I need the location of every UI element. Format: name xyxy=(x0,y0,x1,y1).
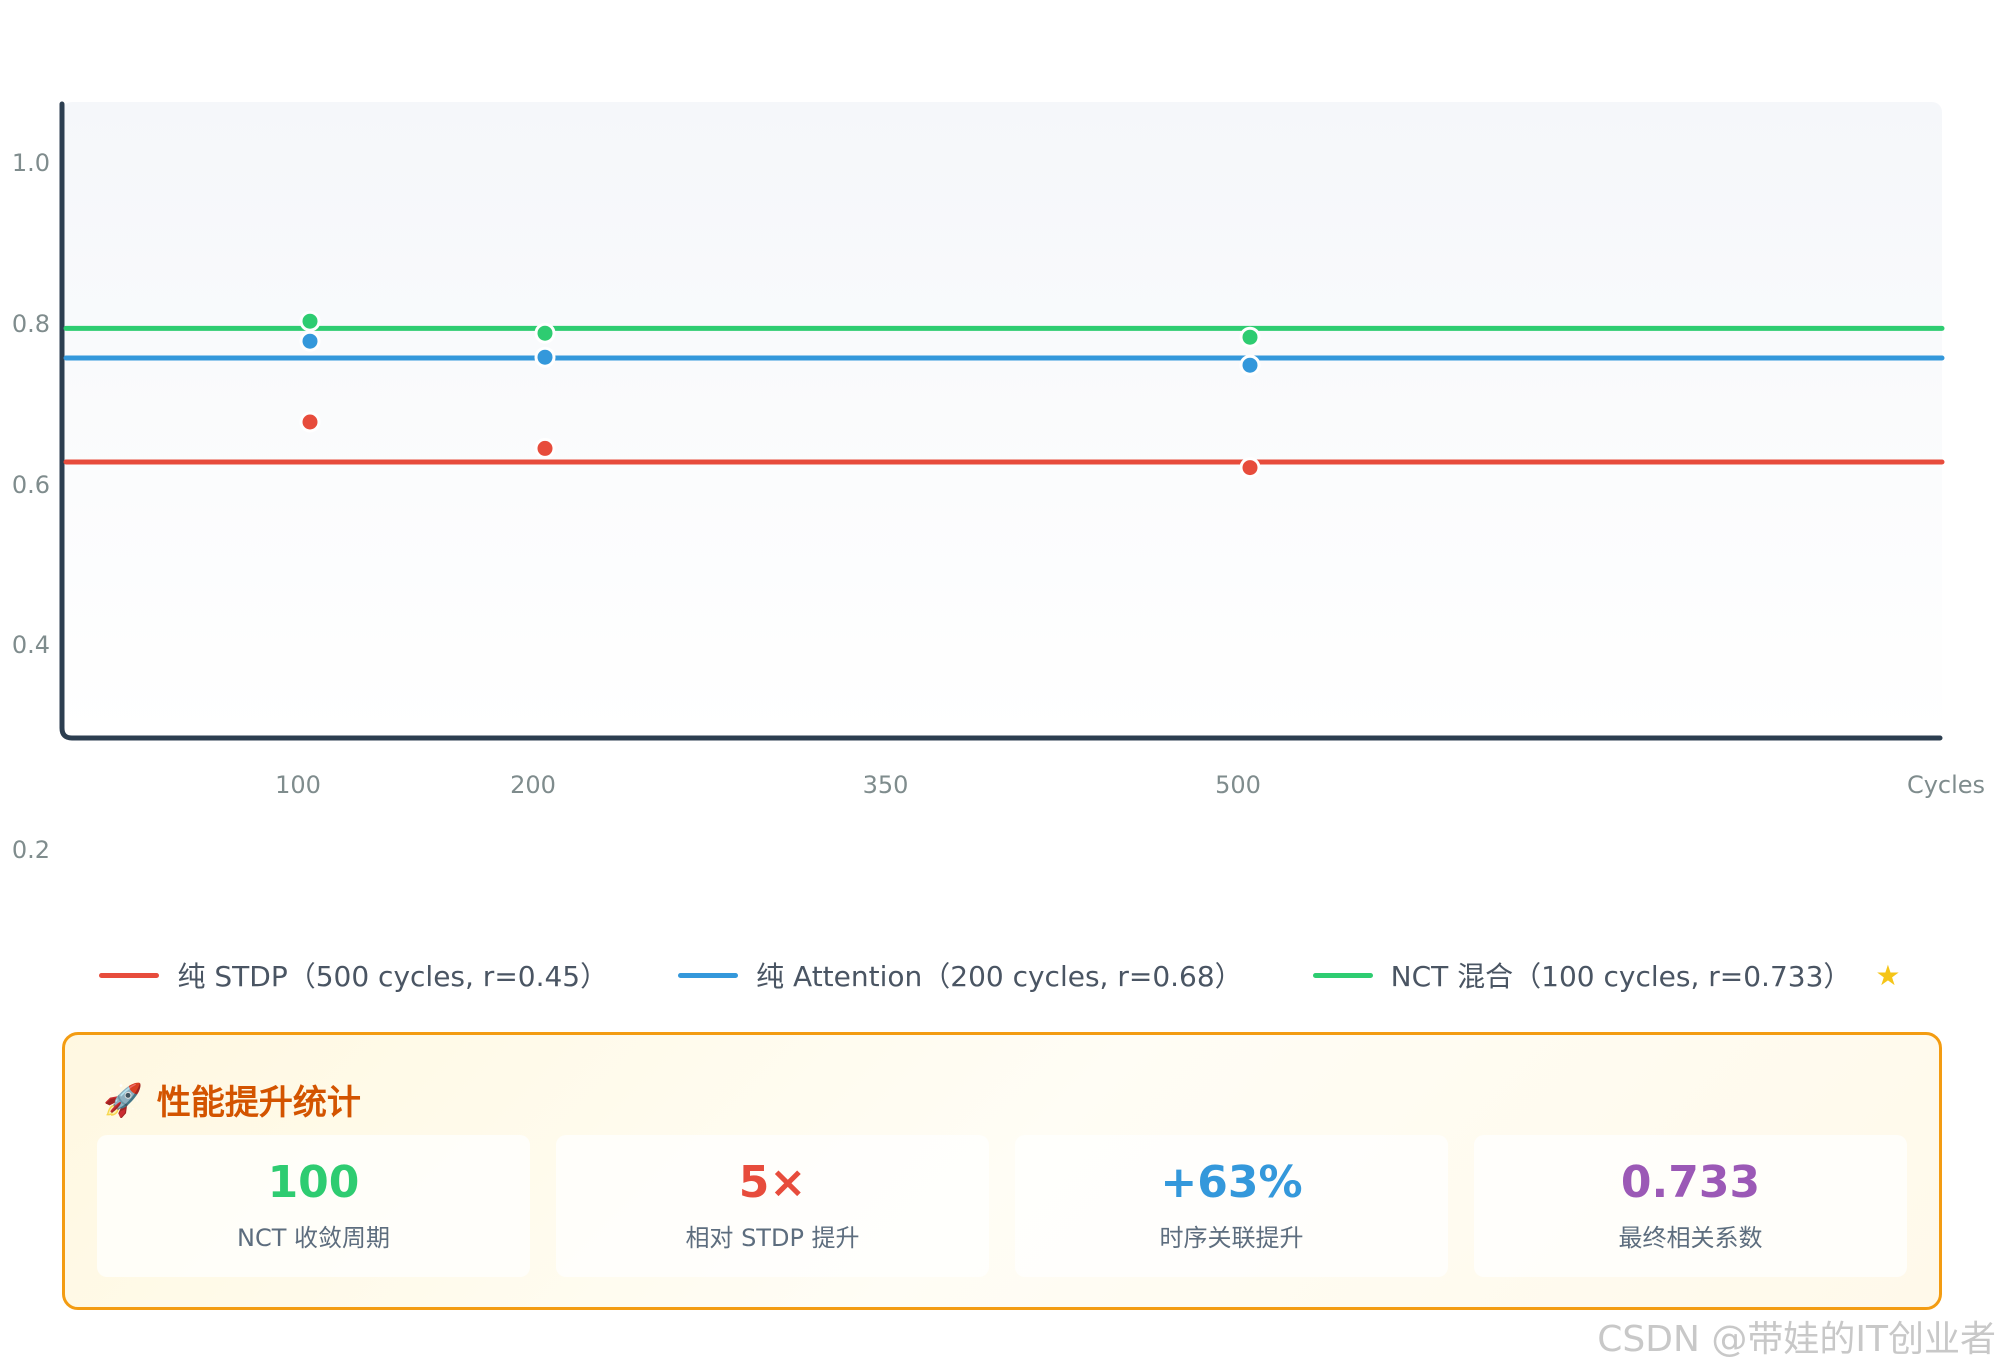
data-point-attention[interactable] xyxy=(1239,354,1261,376)
legend-swatch xyxy=(1312,972,1373,978)
x-tick-label: 100 xyxy=(275,771,321,799)
stat-label: 时序关联提升 xyxy=(1159,1223,1304,1252)
stats-header: 🚀 性能提升统计 xyxy=(103,1075,361,1124)
stat-label: 最终相关系数 xyxy=(1618,1223,1763,1252)
stats-panel: 🚀 性能提升统计 100 NCT 收敛周期 5× 相对 STDP 提升 +63%… xyxy=(62,1032,1942,1310)
stats-grid: 100 NCT 收敛周期 5× 相对 STDP 提升 +63% 时序关联提升 0… xyxy=(97,1135,1907,1277)
data-point-attention[interactable] xyxy=(299,330,321,352)
stats-title: 性能提升统计 xyxy=(156,1083,361,1123)
data-point-stdp[interactable] xyxy=(1239,457,1261,479)
series-lines xyxy=(63,325,1945,465)
y-tick-label: 0.6 xyxy=(12,471,50,499)
data-point-stdp[interactable] xyxy=(299,411,321,433)
stat-value: 0.733 xyxy=(1620,1157,1761,1209)
stat-value: +63% xyxy=(1160,1157,1303,1209)
y-axis-ticks: 1.0 0.8 0.6 0.4 0.2 xyxy=(12,149,50,864)
legend-label: NCT 混合（100 cycles, r=0.733） xyxy=(1390,960,1852,993)
data-point-nct[interactable] xyxy=(1239,326,1261,348)
y-tick-label: 0.8 xyxy=(12,310,50,338)
legend-item-attention[interactable]: 纯 Attention（200 cycles, r=0.68） xyxy=(678,955,1243,995)
y-tick-label: 0.4 xyxy=(12,631,50,659)
legend-label: 纯 STDP（500 cycles, r=0.45） xyxy=(177,960,609,993)
legend-item-stdp[interactable]: 纯 STDP（500 cycles, r=0.45） xyxy=(99,955,608,995)
stat-card-temporal-gain: +63% 时序关联提升 xyxy=(1015,1135,1448,1277)
data-point-attention[interactable] xyxy=(534,346,556,368)
legend-swatch xyxy=(678,972,739,978)
x-tick-label: 500 xyxy=(1215,771,1261,799)
axes-frame xyxy=(59,101,1943,741)
legend-item-nct[interactable]: NCT 混合（100 cycles, r=0.733） ★ xyxy=(1312,955,1901,995)
stat-card-convergence: 100 NCT 收敛周期 xyxy=(97,1135,530,1277)
stat-label: NCT 收敛周期 xyxy=(237,1223,390,1252)
y-tick-label: 1.0 xyxy=(12,149,50,177)
stat-value: 100 xyxy=(267,1157,360,1209)
data-point-stdp[interactable] xyxy=(534,437,556,459)
stat-card-stdp-gain: 5× 相对 STDP 提升 xyxy=(556,1135,989,1277)
rocket-icon: 🚀 xyxy=(103,1080,143,1119)
x-axis-ticks: 100 200 350 500 xyxy=(275,771,1261,799)
watermark: CSDN @带娃的IT创业者 xyxy=(1597,1319,1996,1360)
data-point-nct[interactable] xyxy=(534,322,556,344)
y-tick-label: 0.2 xyxy=(12,836,50,864)
legend-label: 纯 Attention（200 cycles, r=0.68） xyxy=(756,960,1243,993)
star-icon: ★ xyxy=(1875,958,1901,992)
x-axis-label: Cycles xyxy=(1907,771,1985,799)
x-tick-label: 350 xyxy=(863,771,909,799)
stat-value: 5× xyxy=(738,1157,807,1209)
data-point-nct[interactable] xyxy=(299,310,321,332)
legend-swatch xyxy=(99,972,160,978)
series-points xyxy=(299,310,1261,479)
stat-card-final-correlation: 0.733 最终相关系数 xyxy=(1474,1135,1907,1277)
legend: 纯 STDP（500 cycles, r=0.45） 纯 Attention（20… xyxy=(0,940,2000,1010)
x-tick-label: 200 xyxy=(510,771,556,799)
stat-label: 相对 STDP 提升 xyxy=(685,1223,860,1252)
chart: 1.0 0.8 0.6 0.4 0.2 100 200 350 500 Cycles xyxy=(12,101,1985,864)
plot-area xyxy=(62,102,1942,738)
